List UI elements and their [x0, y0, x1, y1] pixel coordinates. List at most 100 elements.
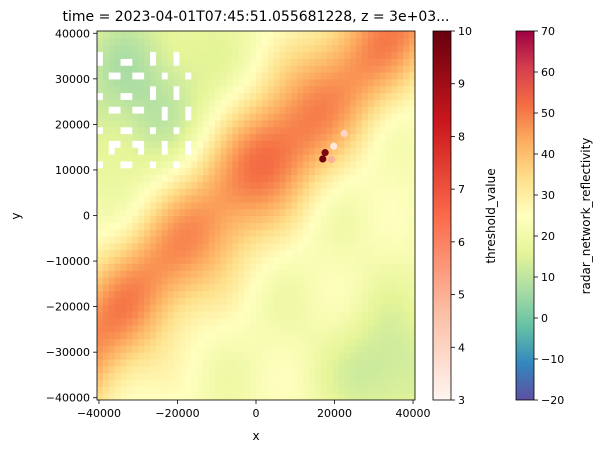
- heatmap-cell: [214, 283, 222, 292]
- heatmap-cell: [367, 331, 375, 340]
- heatmap-cell: [332, 352, 340, 360]
- heatmap-cell: [244, 263, 251, 271]
- heatmap-cell: [173, 263, 181, 271]
- heatmap-cell: [179, 167, 186, 176]
- heatmap-cell: [273, 365, 281, 374]
- heatmap-cell: [409, 167, 415, 176]
- heatmap-cell: [150, 154, 157, 162]
- heatmap-cell: [338, 256, 345, 264]
- heatmap-cell: [173, 277, 181, 285]
- heatmap-cell: [108, 106, 116, 114]
- heatmap-cell: [273, 51, 281, 59]
- heatmap-cell: [108, 58, 116, 66]
- heatmap-cell: [314, 215, 322, 223]
- heatmap-cell: [256, 290, 263, 299]
- heatmap-cell: [314, 372, 322, 381]
- y-tick-label: 0: [83, 210, 90, 223]
- heatmap-cell: [403, 126, 410, 135]
- heatmap-cell: [303, 37, 310, 46]
- heatmap-cell: [326, 113, 334, 121]
- heatmap-cell: [303, 379, 310, 387]
- heatmap-cell: [356, 58, 363, 66]
- heatmap-cell: [155, 147, 163, 155]
- heatmap-cell: [291, 78, 298, 87]
- heatmap-cell: [338, 393, 345, 400]
- heatmap-cell: [338, 37, 345, 46]
- heatmap-cell: [314, 359, 322, 367]
- heatmap-cell: [108, 85, 116, 94]
- heatmap-cell: [273, 324, 281, 333]
- heatmap-cell: [226, 277, 234, 285]
- heatmap-cell: [326, 236, 334, 244]
- heatmap-cell: [344, 99, 351, 107]
- heatmap-cell: [150, 365, 157, 374]
- heatmap-cell: [403, 140, 410, 148]
- heatmap-cell: [220, 72, 228, 80]
- heatmap-cell: [173, 154, 181, 162]
- heatmap-cell: [356, 386, 363, 394]
- heatmap-cell: [197, 236, 204, 244]
- heatmap-cell: [232, 359, 239, 367]
- heatmap-cell: [356, 44, 363, 53]
- heatmap-cell: [403, 92, 410, 100]
- heatmap-cell: [303, 78, 310, 87]
- heatmap-cell: [297, 331, 304, 340]
- heatmap-cell: [344, 311, 351, 319]
- heatmap-cell: [256, 188, 263, 196]
- heatmap-cell: [391, 379, 398, 387]
- heatmap-cell: [367, 324, 375, 333]
- heatmap-cell: [309, 263, 316, 271]
- heatmap-cell: [291, 263, 298, 271]
- heatmap-cell: [291, 174, 298, 182]
- heatmap-cell: [120, 154, 128, 162]
- heatmap-cell: [167, 345, 175, 353]
- heatmap-cell: [150, 359, 157, 367]
- heatmap-cell: [238, 167, 245, 176]
- heatmap-cell: [238, 92, 245, 100]
- heatmap-cell: [332, 106, 340, 114]
- heatmap-cell: [155, 160, 163, 169]
- heatmap-cell: [203, 106, 210, 114]
- heatmap-cell: [155, 229, 163, 237]
- heatmap-cell: [303, 352, 310, 360]
- heatmap-cell: [362, 270, 369, 278]
- heatmap-cell: [350, 154, 357, 162]
- heatmap-cell: [102, 119, 110, 128]
- heatmap-cell: [385, 277, 393, 285]
- heatmap-cell: [250, 99, 257, 107]
- heatmap-cell: [409, 386, 415, 394]
- heatmap-cell: [161, 365, 169, 374]
- heatmap-cell: [244, 345, 251, 353]
- heatmap-cell: [120, 58, 128, 66]
- heatmap-cell: [167, 181, 175, 189]
- heatmap-cell: [344, 181, 351, 189]
- heatmap-cell: [208, 290, 216, 299]
- heatmap-cell: [97, 222, 104, 230]
- heatmap-cell: [144, 85, 151, 94]
- heatmap-cell: [403, 249, 410, 258]
- heatmap-cell: [285, 85, 292, 94]
- heatmap-cell: [332, 99, 340, 107]
- heatmap-cell: [108, 372, 116, 381]
- heatmap-cell: [385, 242, 393, 251]
- heatmap-cell: [250, 215, 257, 223]
- heatmap-cell: [297, 174, 304, 182]
- heatmap-cell: [197, 345, 204, 353]
- heatmap-cell: [220, 249, 228, 258]
- heatmap-cell: [350, 345, 357, 353]
- heatmap-cell: [185, 331, 192, 340]
- heatmap-cell: [403, 242, 410, 251]
- heatmap-cell: [203, 44, 210, 53]
- heatmap-cell: [397, 290, 404, 299]
- heatmap-cell: [108, 195, 116, 203]
- heatmap-cell: [273, 201, 281, 210]
- heatmap-cell: [309, 365, 316, 374]
- heatmap-cell: [191, 126, 198, 135]
- heatmap-cell: [344, 140, 351, 148]
- heatmap-cell: [385, 338, 393, 346]
- heatmap-cell: [144, 242, 151, 251]
- heatmap-cell: [102, 147, 110, 155]
- heatmap-cell: [191, 365, 198, 374]
- heatmap-cell: [244, 379, 251, 387]
- heatmap-cell: [273, 263, 281, 271]
